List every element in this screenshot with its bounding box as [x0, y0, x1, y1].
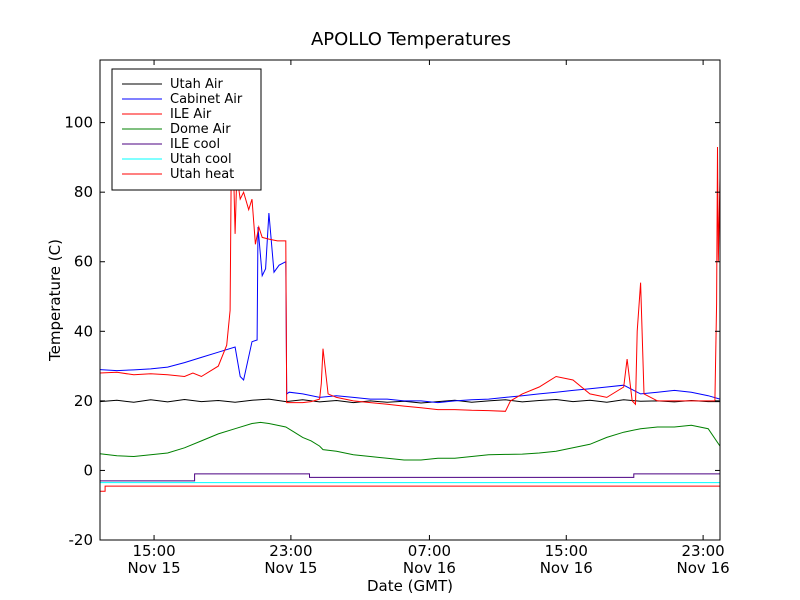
series-line-dome-air — [99, 421, 721, 461]
y-tick-label: 100 — [64, 114, 93, 132]
x-tick-time-label: 23:00 — [269, 542, 312, 560]
x-tick-date-label: Nov 16 — [540, 559, 593, 577]
plot-frame — [99, 59, 721, 541]
y-tick-label: 0 — [83, 461, 93, 479]
y-tick-label: 20 — [74, 392, 93, 410]
series-line-utah-heat — [100, 485, 720, 492]
series-line-cabinet-air — [99, 212, 721, 404]
legend-label-cabinet-air: Cabinet Air — [170, 92, 243, 107]
y-axis-title: Temperature (C) — [46, 239, 64, 362]
series-line-utah-air — [99, 398, 720, 404]
y-tick-label: 40 — [74, 322, 93, 340]
x-tick-time-label: 15:00 — [132, 542, 175, 560]
legend-label-ile-air: ILE Air — [170, 107, 212, 122]
x-tick-time-label: 23:00 — [681, 542, 724, 560]
y-tick-label: -20 — [69, 531, 94, 549]
x-tick-time-label: 07:00 — [408, 542, 451, 560]
x-tick-date-label: Nov 15 — [264, 559, 317, 577]
series-line-ile-cool — [100, 473, 720, 482]
x-tick-time-label: 15:00 — [545, 542, 588, 560]
y-tick-label: 60 — [74, 253, 93, 271]
legend-label-dome-air: Dome Air — [170, 122, 231, 137]
legend-label-ile-cool: ILE cool — [170, 137, 220, 152]
x-axis-title: Date (GMT) — [367, 577, 453, 595]
x-tick-date-label: Nov 16 — [677, 559, 730, 577]
y-axis: -20 0 20 40 60 80 100 — [64, 114, 720, 549]
legend-label-utah-heat: Utah heat — [170, 167, 234, 182]
legend-label-utah-air: Utah Air — [170, 77, 223, 92]
x-tick-date-label: Nov 15 — [127, 559, 180, 577]
chart-title: APOLLO Temperatures — [311, 29, 511, 50]
legend-label-utah-cool: Utah cool — [170, 152, 232, 167]
y-tick-label: 80 — [74, 183, 93, 201]
x-tick-date-label: Nov 16 — [403, 559, 456, 577]
